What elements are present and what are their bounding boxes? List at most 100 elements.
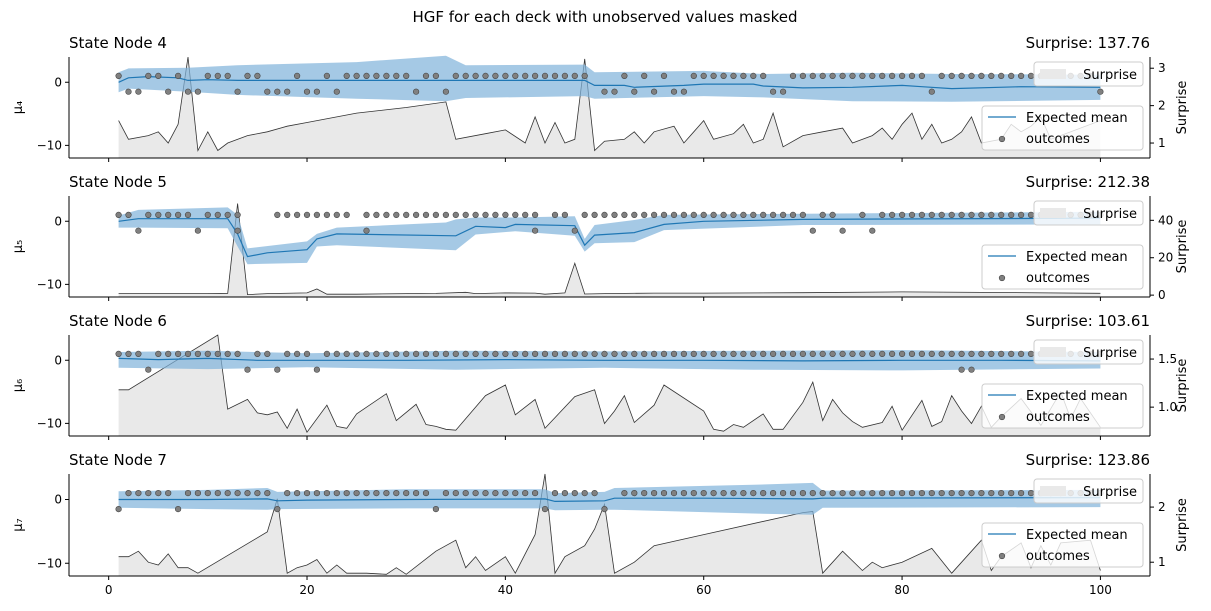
outcome-point xyxy=(839,72,846,79)
outcome-point xyxy=(284,490,291,497)
outcome-point xyxy=(839,350,846,358)
outcome-point xyxy=(323,350,331,358)
outcome-point xyxy=(908,72,916,79)
outcome-point xyxy=(323,490,331,497)
outcome-point xyxy=(492,490,499,497)
legend-surprise: Surprise xyxy=(1033,478,1144,504)
y-axis-label: μ₆ xyxy=(11,379,26,392)
outcome-point xyxy=(442,350,450,358)
outcome-point xyxy=(422,350,430,358)
y2-tick-label: 1.5 xyxy=(1158,352,1177,366)
outcome-point xyxy=(779,350,787,358)
outcome-point xyxy=(353,72,360,79)
outcome-point xyxy=(393,490,400,497)
y-tick-label: −10 xyxy=(37,138,62,152)
outcome-point xyxy=(968,72,975,79)
legend-mean-outcomes: Expected mean outcomes xyxy=(981,383,1144,429)
outcome-point xyxy=(740,490,747,497)
y2-tick-label: 1 xyxy=(1158,555,1166,569)
outcome-point xyxy=(998,490,1005,497)
outcome-point xyxy=(710,490,717,497)
outcome-point xyxy=(551,211,559,218)
outcome-point xyxy=(214,490,221,497)
outcome-point xyxy=(383,350,390,358)
outcome-point xyxy=(750,72,757,79)
outcome-point xyxy=(522,490,529,497)
outcome-point xyxy=(343,350,350,358)
outcome-point xyxy=(472,211,479,218)
legend-swatch-surprise xyxy=(1040,347,1066,357)
outcome-point xyxy=(809,72,816,79)
outcome-point xyxy=(908,490,916,497)
outcome-point xyxy=(710,350,717,358)
outcome-point xyxy=(769,211,777,218)
outcome-point xyxy=(730,350,737,358)
outcome-point xyxy=(512,72,519,79)
outcome-point xyxy=(115,211,122,218)
outcome-point xyxy=(591,211,598,218)
mean-band xyxy=(118,482,1101,515)
legend-swatch-outcomes xyxy=(998,274,1006,282)
outcome-point xyxy=(1017,72,1025,79)
outcome-point xyxy=(274,211,281,218)
outcome-point xyxy=(730,211,737,218)
outcome-point xyxy=(789,72,797,79)
outcome-point xyxy=(660,211,668,218)
outcome-point xyxy=(601,506,608,513)
outcome-point xyxy=(948,211,955,218)
outcome-point xyxy=(670,490,678,497)
outcome-point xyxy=(631,350,638,358)
outcome-point xyxy=(859,350,866,358)
outcome-point xyxy=(303,490,311,497)
outcome-point xyxy=(462,350,469,358)
outcome-point xyxy=(234,350,241,358)
legend-box xyxy=(1033,61,1144,87)
outcome-point xyxy=(978,72,985,79)
legend-swatch-surprise xyxy=(1040,208,1066,218)
legend-label-surprise: Surprise xyxy=(1083,346,1137,361)
outcome-point xyxy=(155,211,162,218)
outcome-point xyxy=(254,350,261,358)
outcome-point xyxy=(274,506,281,513)
outcome-point xyxy=(175,350,182,358)
outcome-point xyxy=(581,211,588,218)
outcome-point xyxy=(809,490,816,497)
outcome-point xyxy=(1008,350,1015,358)
outcome-point xyxy=(175,506,182,513)
outcome-point xyxy=(611,211,618,218)
outcome-point xyxy=(432,506,440,513)
outcome-point xyxy=(819,211,826,218)
outcome-point xyxy=(730,72,737,79)
x-tick-label: 20 xyxy=(299,583,314,597)
outcome-point xyxy=(1008,211,1015,218)
outcome-point xyxy=(313,88,321,95)
outcome-point xyxy=(531,227,539,234)
figure-title: HGF for each deck with unobserved values… xyxy=(412,8,797,26)
outcome-point xyxy=(591,490,598,497)
outcome-point xyxy=(968,366,975,373)
y2-tick-label: 1 xyxy=(1158,136,1166,150)
outcome-point xyxy=(184,350,192,358)
outcome-point xyxy=(452,211,459,218)
outcome-point xyxy=(769,88,777,95)
outcome-point xyxy=(918,350,926,358)
outcome-point xyxy=(214,72,221,79)
outcome-point xyxy=(294,72,301,79)
outcome-point xyxy=(908,211,916,218)
outcome-point xyxy=(690,72,697,79)
outcome-point xyxy=(502,211,509,218)
outcome-point xyxy=(194,490,201,497)
outcome-point xyxy=(601,88,608,95)
outcome-point xyxy=(492,350,499,358)
outcome-point xyxy=(413,350,420,358)
outcome-point xyxy=(422,490,430,497)
x-tick-label: 60 xyxy=(696,583,711,597)
outcome-point xyxy=(323,72,331,79)
outcome-point xyxy=(264,88,271,95)
y2-tick-label: 0 xyxy=(1158,288,1166,302)
outcome-point xyxy=(204,72,211,79)
outcome-point xyxy=(353,490,360,497)
outcome-point xyxy=(968,350,975,358)
outcome-point xyxy=(512,211,519,218)
outcome-point xyxy=(690,211,697,218)
